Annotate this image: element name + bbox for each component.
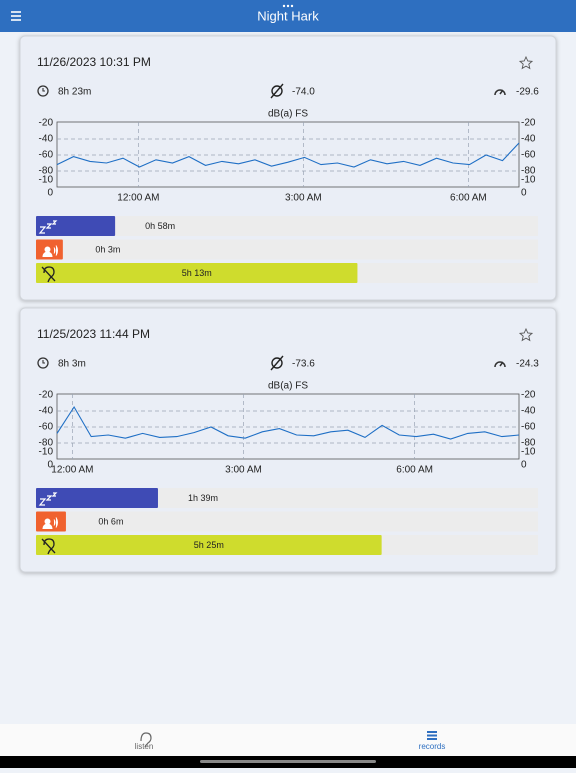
clock-icon <box>37 85 49 97</box>
y-tick-label: -20 <box>39 390 54 401</box>
bottom-nav <box>0 724 576 756</box>
card-bg <box>19 307 557 573</box>
bar-label: 5h 25m <box>194 540 224 550</box>
average-icon-slash <box>270 83 284 99</box>
x-tick-label: 12:00 AM <box>51 465 93 476</box>
x-tick-label: 12:00 AM <box>117 193 159 204</box>
tab-label: listen <box>135 742 154 751</box>
average: -73.6 <box>292 359 315 370</box>
y2-tick-label: 0 <box>521 188 527 199</box>
y2-tick-label: -40 <box>521 406 536 417</box>
average-icon <box>271 357 283 369</box>
menu-button[interactable] <box>11 11 21 21</box>
y-tick-label: -10 <box>39 175 54 186</box>
average-icon <box>271 85 283 97</box>
record-card: 11/26/2023 10:31 PM 8h 23m -74.0 -29.6 dB(a)… <box>19 35 557 301</box>
y2-tick-label: -10 <box>521 447 536 458</box>
peak-icon <box>494 89 506 96</box>
y-tick-label: -80 <box>39 166 54 177</box>
listen-tab[interactable]: listen <box>135 732 154 751</box>
y2-tick-label: -40 <box>521 134 536 145</box>
awake-icon <box>41 266 56 283</box>
sleep-icon <box>38 492 58 506</box>
peak: -29.6 <box>516 87 539 98</box>
y2-tick-label: -60 <box>521 150 536 161</box>
record-date: 11/25/2023 11:44 PM <box>37 327 150 341</box>
level-line <box>56 405 520 440</box>
bar <box>36 216 116 236</box>
y2-tick-label: -60 <box>521 422 536 433</box>
sleep-icon <box>38 220 58 234</box>
y-tick-label: -80 <box>39 438 54 449</box>
average-icon-slash <box>270 355 284 371</box>
peak: -24.3 <box>516 359 539 370</box>
favorite-star[interactable] <box>518 55 534 70</box>
app-title: Night Hark <box>257 8 319 23</box>
x-tick-label: 3:00 AM <box>225 465 262 476</box>
level-line <box>56 142 520 168</box>
y-tick-label: -40 <box>39 134 54 145</box>
home-indicator <box>200 760 376 763</box>
talk-icon <box>42 517 58 529</box>
card-bg <box>19 35 557 301</box>
duration: 8h 23m <box>58 87 91 98</box>
y2-tick-label: -20 <box>521 390 536 401</box>
x-tick-label: 6:00 AM <box>396 465 433 476</box>
y-tick-label: -40 <box>39 406 54 417</box>
y-tick-label: 0 <box>47 460 53 471</box>
bar-label: 0h 6m <box>98 516 123 526</box>
duration: 8h 3m <box>58 359 86 370</box>
bar-track <box>36 511 538 532</box>
record-card: 11/25/2023 11:44 PM 8h 3m -73.6 -24.3 dB(a) … <box>19 307 557 573</box>
x-tick-label: 3:00 AM <box>285 193 322 204</box>
bar <box>36 263 358 283</box>
chart-title: dB(a) FS <box>268 109 308 120</box>
awake-icon <box>41 538 56 555</box>
y2-tick-label: -80 <box>521 166 536 177</box>
clock-hands <box>42 88 45 92</box>
plot-frame <box>56 393 520 460</box>
bar-label: 5h 13m <box>182 268 212 278</box>
bar <box>36 535 382 555</box>
y-tick-label: -60 <box>39 422 54 433</box>
bar-label: 0h 58m <box>145 221 175 231</box>
y-tick-label: -20 <box>39 118 54 129</box>
y-tick-label: 0 <box>47 188 53 199</box>
y2-tick-label: -10 <box>521 175 536 186</box>
plot-frame <box>56 121 520 188</box>
x-tick-label: 6:00 AM <box>450 193 487 204</box>
tab-label: records <box>419 742 446 751</box>
record-date: 11/26/2023 10:31 PM <box>37 55 151 69</box>
bar-track <box>36 488 538 508</box>
y2-tick-label: -80 <box>521 438 536 449</box>
y2-tick-label: 0 <box>521 460 527 471</box>
peak-icon <box>494 361 506 368</box>
bar-track <box>36 239 538 260</box>
talk-icon <box>42 245 58 257</box>
records-tab[interactable]: records <box>419 731 446 751</box>
chart-title: dB(a) FS <box>268 381 308 392</box>
bar-label: 1h 39m <box>188 493 218 503</box>
favorite-star[interactable] <box>518 327 534 342</box>
drag-dots <box>282 4 294 8</box>
y-tick-label: -10 <box>39 447 54 458</box>
y-tick-label: -60 <box>39 150 54 161</box>
bar-track <box>36 216 538 236</box>
clock-icon <box>37 357 49 369</box>
bar-label: 0h 3m <box>95 244 120 254</box>
y2-tick-label: -20 <box>521 118 536 129</box>
bar <box>36 488 158 508</box>
average: -74.0 <box>292 87 315 98</box>
clock-hands <box>42 360 45 364</box>
